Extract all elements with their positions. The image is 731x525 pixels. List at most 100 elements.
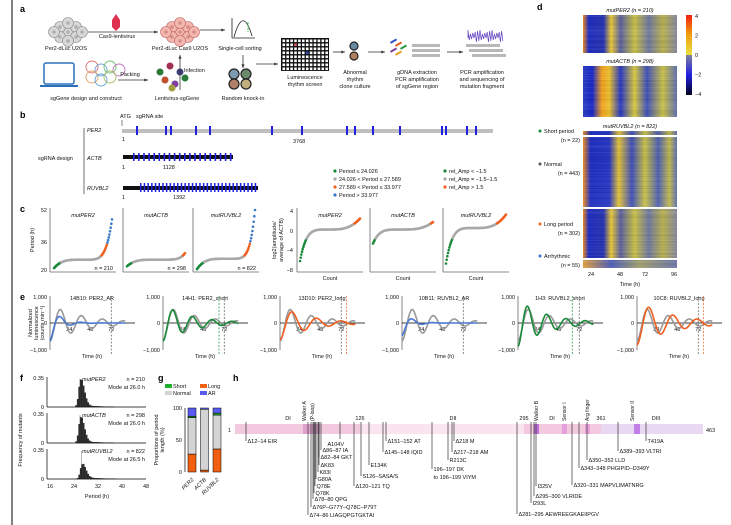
nucleus [170, 35, 174, 39]
lentivirus-particle-icon [157, 69, 164, 76]
mutation-label: Δ217–218 AM [454, 450, 489, 456]
sequence-band-icon [469, 49, 503, 52]
motif-region [303, 424, 320, 434]
figure: a b c d e f g h Per2-dLuc U2OSCas9-lenti… [0, 0, 731, 525]
arrow-head [274, 62, 278, 65]
group-count: (n = 302) [558, 231, 580, 237]
x-tick-label: PER2 [181, 477, 195, 491]
sgrna-site-mark [255, 183, 257, 192]
sgrna-site-mark [236, 183, 238, 192]
reference-wave [518, 310, 593, 342]
mutation-label: to 196–199 VIYM [434, 475, 477, 481]
well [322, 68, 325, 71]
mutation-label: Q78K [316, 491, 330, 497]
mutation-label: Δ389–393 VLTRI [620, 449, 662, 455]
well [310, 56, 313, 59]
mutation-label: Δ86–87 IA [323, 448, 349, 454]
legend-label: Normal [173, 391, 191, 397]
sggene-fragment-icon [390, 39, 397, 44]
domain-label: DI [285, 416, 291, 422]
y-tick-label: 0 [396, 321, 399, 327]
legend-dot [443, 169, 446, 172]
knockin-cell-icon [241, 79, 251, 89]
data-point [446, 255, 449, 258]
histogram-bar [85, 430, 86, 443]
histogram-bar [82, 418, 83, 443]
histogram-bar [100, 442, 101, 443]
x-axis-label: Time (h) [82, 354, 102, 360]
x-axis-label: Time (h) [195, 354, 215, 360]
colorbar [686, 15, 692, 95]
data-point [505, 213, 508, 216]
legend-label: AR [208, 391, 216, 397]
well [302, 64, 305, 67]
domain-label: DI [549, 416, 555, 422]
well [318, 40, 321, 43]
mutation-label: Δ281–295 AEWREEGKAEIIPGV [519, 512, 600, 518]
knockin-cell-icon [241, 69, 251, 79]
data-point [448, 246, 451, 249]
domain-region [235, 424, 360, 434]
sgrna-site-mark [195, 126, 197, 135]
well [306, 60, 309, 63]
pcr-band-icon [412, 44, 440, 47]
subplot-title: mutACTB [144, 213, 168, 219]
lentivirus-particle-icon [169, 85, 176, 92]
y-tick-label: −1,000 [498, 348, 515, 354]
well [283, 68, 286, 71]
sgrna-site-mark [170, 126, 172, 135]
well [302, 52, 305, 55]
well [290, 56, 293, 59]
well [298, 56, 301, 59]
colorbar-tick: −2 [695, 73, 701, 79]
sgrna-site-mark [346, 126, 348, 135]
well [283, 56, 286, 59]
sgrna-site-mark [177, 183, 179, 192]
histogram-bar [101, 442, 102, 443]
residue-start: 1 [228, 428, 231, 434]
period-legend-item: 27.589 < Period ≤ 33.977 [339, 185, 401, 191]
group-dot [539, 255, 542, 258]
sgrna-site-mark [247, 183, 249, 192]
histogram-bar [92, 406, 93, 407]
heatmap-short [583, 131, 677, 135]
nucleus [186, 35, 190, 39]
data-point [301, 250, 304, 253]
subplot-title: mutRUVBL2 [211, 213, 242, 219]
sgrna-site-mark [372, 126, 374, 135]
subplot-title: mutRUVBL2 [82, 449, 113, 455]
lentivirus-sggene-label: Lentivirus-sgGene [155, 96, 200, 102]
legend-dot [333, 169, 336, 172]
nucleus [58, 25, 62, 29]
y-tick-label: 0 [179, 470, 182, 476]
well [294, 40, 297, 43]
well [286, 52, 289, 55]
lentivirus-particle-icon [167, 63, 174, 70]
sgrna-site-mark [301, 126, 303, 135]
y-axis-label: average of ACTB) [279, 218, 285, 262]
histogram-bar [86, 399, 87, 407]
histogram-bar [91, 442, 92, 443]
well [318, 68, 321, 71]
mutation-label: Δ343–348 PHGIPID–D349Y [581, 466, 650, 472]
sgrna-site-mark [215, 153, 217, 161]
legend-label: Long [208, 384, 220, 390]
subplot-title: mutPER2 [318, 213, 342, 219]
y-tick-label: 1,000 [385, 295, 399, 301]
panel-label-c: c [20, 204, 25, 214]
group-label: Long period [544, 222, 573, 228]
residue-boundary: 295 [519, 416, 528, 422]
group-label: Short period [544, 129, 574, 135]
data-point [251, 230, 254, 233]
heatmap-title: mutPER2 (n = 210) [606, 8, 653, 14]
well [306, 56, 309, 59]
sgrna-site-mark [466, 126, 468, 135]
histogram-bar [91, 477, 92, 479]
period-legend-item: Period > 33.977 [339, 193, 378, 199]
sgrna-site-mark [148, 153, 150, 161]
mutation-label: ΔK83 [321, 463, 334, 469]
histogram-bar [88, 402, 89, 407]
mutation-label: Δ320–331 MAPVLIMATNRG [574, 483, 644, 489]
sgrna-site-mark [354, 126, 356, 135]
data-point [108, 233, 111, 236]
